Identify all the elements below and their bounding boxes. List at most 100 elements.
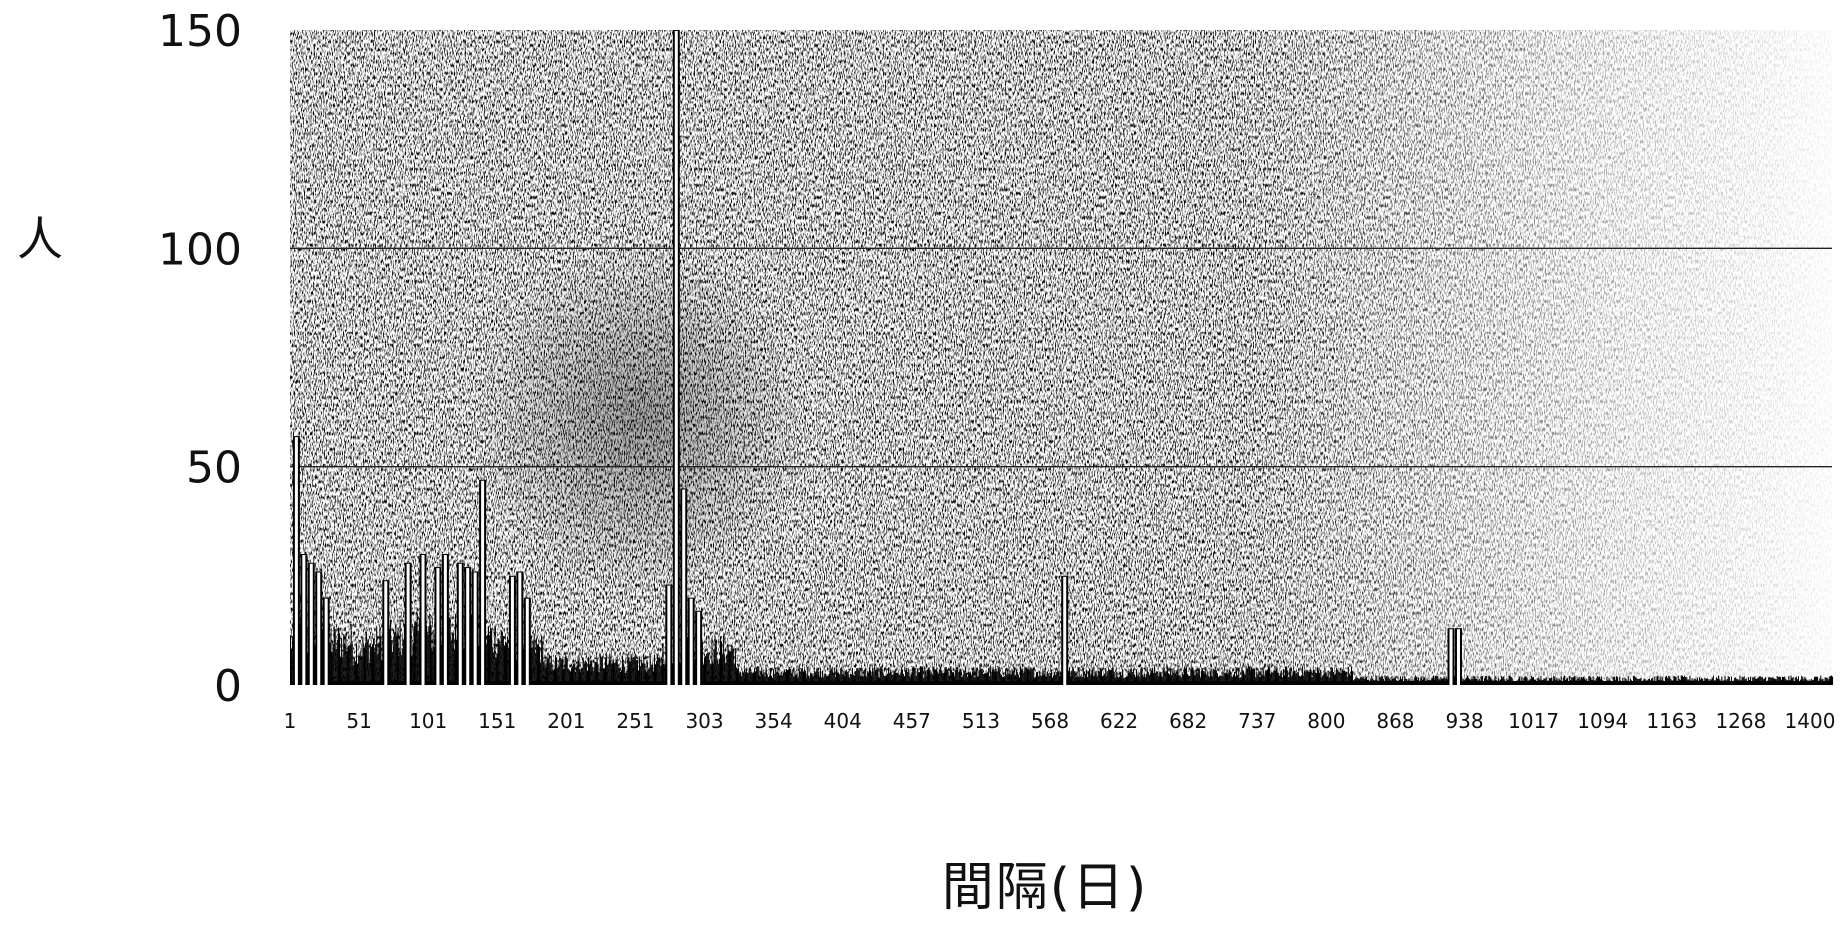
baseline-bar: [577, 660, 579, 685]
baseline-bar: [494, 625, 496, 685]
baseline-bar: [1148, 675, 1150, 685]
baseline-bar: [1210, 668, 1212, 685]
baseline-bar: [589, 664, 591, 685]
baseline-bar: [900, 666, 902, 685]
baseline-bar: [734, 648, 736, 685]
bar-28: [317, 572, 321, 685]
baseline-bar: [1163, 667, 1165, 685]
baseline-bar: [604, 659, 607, 685]
baseline-bar: [896, 672, 898, 685]
baseline-bar: [1044, 667, 1046, 685]
baseline-bar: [694, 659, 696, 685]
baseline-bar: [1656, 676, 1658, 685]
y-tick-50: 50: [186, 443, 242, 494]
x-axis-label: 間隔(日): [942, 858, 1149, 918]
baseline-bar: [523, 648, 525, 685]
baseline-bar: [1380, 676, 1382, 685]
baseline-bar: [1214, 666, 1216, 685]
baseline-bar: [358, 655, 360, 685]
baseline-bar: [1246, 668, 1248, 685]
baseline-bar: [785, 669, 787, 685]
baseline-bar: [366, 642, 368, 685]
x-tick-1400: 1400: [1785, 709, 1836, 733]
baseline-bar: [611, 663, 613, 685]
baseline-bar: [1303, 675, 1305, 685]
baseline-bar: [1070, 675, 1072, 685]
baseline-bar: [491, 628, 493, 685]
baseline-bar: [1288, 676, 1290, 685]
baseline-bar: [899, 674, 901, 685]
baseline-bar: [1223, 671, 1225, 685]
baseline-bar: [939, 669, 941, 685]
baseline-bar: [453, 649, 455, 685]
baseline-bar: [1553, 676, 1555, 685]
baseline-bar: [1057, 669, 1059, 685]
baseline-bar: [449, 618, 451, 685]
baseline-bar: [1532, 676, 1535, 685]
baseline-bar: [626, 670, 628, 685]
baseline-bar: [1021, 669, 1023, 685]
baseline-bar: [632, 658, 634, 685]
baseline-bar: [629, 661, 631, 685]
baseline-bar: [979, 666, 981, 685]
baseline-bar: [634, 653, 636, 685]
baseline-bar: [880, 666, 882, 685]
baseline-bar: [432, 629, 434, 685]
baseline-bar: [554, 655, 557, 685]
baseline-bar: [537, 644, 540, 685]
baseline-bar: [1060, 674, 1062, 685]
baseline-bar: [1095, 670, 1097, 685]
baseline-bar: [1037, 671, 1039, 685]
baseline-bar: [1312, 670, 1314, 685]
baseline-bar: [841, 667, 843, 685]
baseline-bar: [1188, 675, 1190, 685]
baseline-bar: [337, 627, 339, 685]
baseline-bar: [931, 674, 933, 685]
baseline-bar: [553, 668, 555, 685]
baseline-bar: [1264, 671, 1266, 685]
baseline-bar: [332, 643, 334, 685]
baseline-bar: [1421, 676, 1423, 685]
bar-1099: [1456, 629, 1460, 685]
baseline-bar: [1184, 668, 1187, 685]
baseline-bar: [1724, 675, 1726, 685]
baseline-bar: [934, 669, 936, 685]
baseline-bar: [578, 655, 580, 685]
baseline-bar: [1175, 675, 1177, 685]
baseline-bar: [1832, 676, 1834, 685]
baseline-bar: [978, 670, 980, 685]
bar-182: [481, 480, 485, 685]
baseline-bar: [595, 662, 597, 685]
baseline-bar: [773, 668, 775, 685]
baseline-bar: [1029, 667, 1031, 685]
baseline-bar: [885, 675, 888, 685]
baseline-bar: [1632, 675, 1635, 685]
baseline-bar: [1035, 672, 1038, 685]
baseline-bar: [448, 617, 450, 685]
baseline-bar: [815, 671, 817, 685]
baseline-bar: [1165, 671, 1167, 685]
baseline-bar: [1501, 676, 1503, 685]
baseline-bar: [1059, 675, 1061, 685]
baseline-bar: [1153, 673, 1155, 685]
baseline-bar: [1031, 668, 1033, 685]
baseline-bar: [723, 635, 725, 685]
baseline-bar: [1634, 676, 1636, 685]
baseline-bar: [882, 674, 884, 685]
baseline-bar: [359, 655, 361, 685]
baseline-bar: [813, 673, 815, 685]
baseline-bar: [901, 669, 903, 685]
baseline-bar: [1560, 676, 1562, 685]
baseline-bar: [650, 665, 652, 685]
baseline-bar: [712, 663, 714, 685]
baseline-bar: [344, 645, 346, 685]
baseline-bar: [336, 639, 338, 685]
baseline-bar: [1243, 672, 1245, 685]
baseline-bar: [546, 656, 548, 685]
baseline-bar: [852, 675, 855, 685]
baseline-bar: [1290, 666, 1292, 685]
baseline-bar: [633, 656, 635, 685]
bar-14: [302, 555, 306, 685]
baseline-bar: [915, 675, 917, 685]
baseline-bar: [1174, 670, 1176, 685]
